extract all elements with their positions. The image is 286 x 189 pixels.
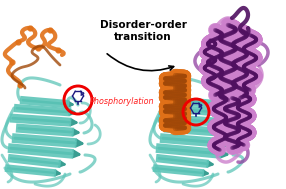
Text: P: P	[198, 104, 202, 108]
Text: Disorder-order
transition: Disorder-order transition	[100, 20, 186, 42]
Text: Phosphorylation: Phosphorylation	[90, 98, 155, 106]
FancyArrowPatch shape	[107, 54, 174, 71]
Text: P: P	[80, 91, 84, 97]
